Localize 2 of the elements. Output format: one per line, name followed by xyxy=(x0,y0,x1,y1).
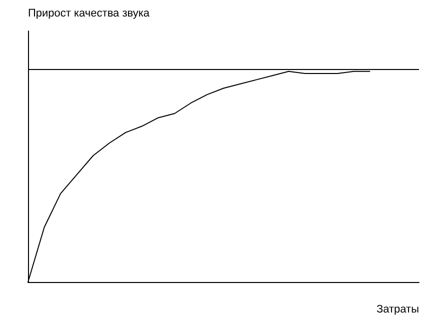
y-axis-title: Прирост качества звука xyxy=(28,8,150,20)
x-axis-title: Затраты xyxy=(376,304,420,316)
